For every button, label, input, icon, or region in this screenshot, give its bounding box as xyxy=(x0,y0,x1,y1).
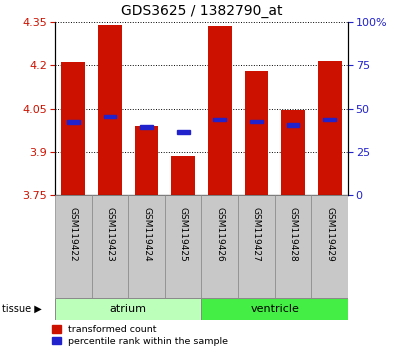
Bar xyxy=(201,195,238,298)
Bar xyxy=(311,195,348,298)
Text: GSM119427: GSM119427 xyxy=(252,207,261,262)
Bar xyxy=(128,195,165,298)
Bar xyxy=(55,298,201,320)
Bar xyxy=(171,156,195,195)
Bar xyxy=(238,195,275,298)
Bar xyxy=(98,25,122,195)
Bar xyxy=(318,61,342,195)
Bar xyxy=(208,26,232,195)
Text: GSM119428: GSM119428 xyxy=(289,207,297,262)
Bar xyxy=(250,120,263,123)
Bar xyxy=(275,195,311,298)
Text: GSM119422: GSM119422 xyxy=(69,207,78,262)
Text: GSM119426: GSM119426 xyxy=(215,207,224,262)
Bar xyxy=(61,62,85,195)
Bar xyxy=(287,123,299,127)
Text: GSM119424: GSM119424 xyxy=(142,207,151,262)
Text: GSM119429: GSM119429 xyxy=(325,207,334,262)
Title: GDS3625 / 1382790_at: GDS3625 / 1382790_at xyxy=(121,4,282,18)
Bar xyxy=(281,110,305,195)
Bar xyxy=(135,126,158,195)
Legend: transformed count, percentile rank within the sample: transformed count, percentile rank withi… xyxy=(52,325,228,346)
Bar xyxy=(201,298,348,320)
Bar xyxy=(103,115,117,119)
Text: tissue ▶: tissue ▶ xyxy=(2,304,42,314)
Bar xyxy=(213,118,226,121)
Bar xyxy=(245,71,268,195)
Text: GSM119425: GSM119425 xyxy=(179,207,188,262)
Bar xyxy=(67,120,80,124)
Text: ventricle: ventricle xyxy=(250,304,299,314)
Bar xyxy=(323,118,336,121)
Bar xyxy=(55,195,92,298)
Text: atrium: atrium xyxy=(110,304,147,314)
Bar xyxy=(92,195,128,298)
Text: GSM119423: GSM119423 xyxy=(105,207,115,262)
Bar xyxy=(177,130,190,134)
Bar xyxy=(165,195,201,298)
Bar xyxy=(140,125,153,129)
